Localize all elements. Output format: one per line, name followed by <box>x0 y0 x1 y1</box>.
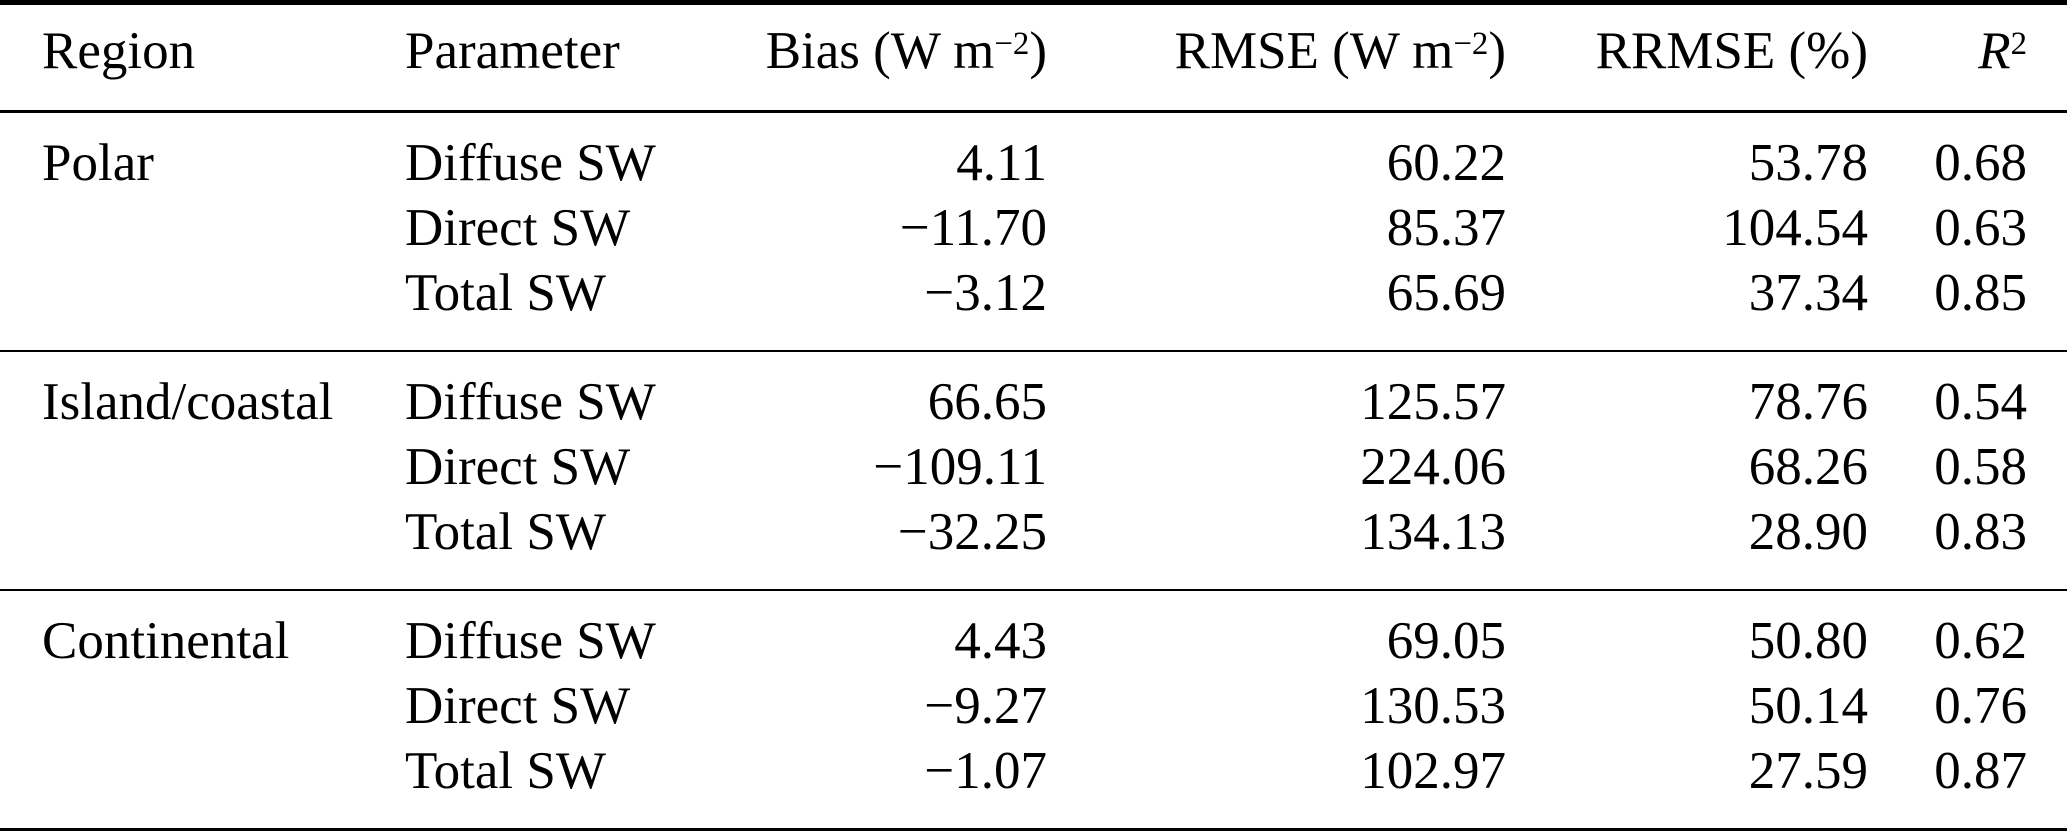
col-header-rrmse: RRMSE (%) <box>1595 22 1868 80</box>
col-header-rmse: RMSE (W m−2) <box>1174 22 1506 80</box>
cell-parameter: Direct SW <box>405 438 631 496</box>
col-header-parameter: Parameter <box>405 3 745 112</box>
table-row: Direct SW −11.70 85.37 104.54 0.63 <box>0 196 2067 261</box>
cell-region: Continental <box>42 612 290 670</box>
table-row: Total SW −3.12 65.69 37.34 0.85 <box>0 261 2067 351</box>
cell-rmse: 125.57 <box>1360 373 1506 431</box>
cell-rrmse: 27.59 <box>1748 742 1868 800</box>
bias-unit-exponent: −2 <box>994 26 1030 62</box>
cell-r-squared: 0.54 <box>1934 373 2027 431</box>
region-group-polar: Polar Diffuse SW 4.11 60.22 53.78 0.68 D… <box>0 112 2067 351</box>
cell-bias: −1.07 <box>924 742 1047 800</box>
cell-bias: −9.27 <box>924 677 1047 735</box>
cell-rmse: 134.13 <box>1360 503 1506 561</box>
cell-bias: −3.12 <box>924 264 1047 322</box>
cell-r-squared: 0.85 <box>1934 264 2027 322</box>
cell-rrmse: 37.34 <box>1748 264 1868 322</box>
cell-rrmse: 104.54 <box>1722 199 1868 257</box>
table-row: Total SW −1.07 102.97 27.59 0.87 <box>0 739 2067 831</box>
table-row: Direct SW −9.27 130.53 50.14 0.76 <box>0 674 2067 739</box>
cell-parameter: Direct SW <box>405 199 631 257</box>
cell-parameter: Diffuse SW <box>405 612 656 670</box>
col-header-r-squared: R2 <box>1978 22 2027 80</box>
cell-rmse: 60.22 <box>1386 134 1506 192</box>
cell-r-squared: 0.63 <box>1934 199 2027 257</box>
rmse-unit-exponent: −2 <box>1453 26 1489 62</box>
cell-rrmse: 53.78 <box>1748 134 1868 192</box>
cell-region: Polar <box>42 134 154 192</box>
cell-region <box>0 196 405 261</box>
cell-region <box>0 435 405 500</box>
cell-bias: −109.11 <box>873 438 1047 496</box>
cell-parameter: Total SW <box>405 742 606 800</box>
col-header-bias: Bias (W m−2) <box>765 22 1047 80</box>
cell-rmse: 85.37 <box>1386 199 1506 257</box>
table-row: Continental Diffuse SW 4.43 69.05 50.80 … <box>0 590 2067 674</box>
cell-rmse: 102.97 <box>1360 742 1506 800</box>
cell-rrmse: 28.90 <box>1748 503 1868 561</box>
table-header-row: Region Parameter Bias (W m−2) RMSE (W m−… <box>0 3 2067 112</box>
cell-r-squared: 0.58 <box>1934 438 2027 496</box>
cell-bias: 66.65 <box>927 373 1047 431</box>
table-row: Polar Diffuse SW 4.11 60.22 53.78 0.68 <box>0 112 2067 197</box>
cell-region <box>0 739 405 831</box>
table-row: Island/coastal Diffuse SW 66.65 125.57 7… <box>0 351 2067 435</box>
cell-parameter: Total SW <box>405 264 606 322</box>
cell-rrmse: 78.76 <box>1748 373 1868 431</box>
cell-r-squared: 0.76 <box>1934 677 2027 735</box>
cell-r-squared: 0.83 <box>1934 503 2027 561</box>
cell-rmse: 130.53 <box>1360 677 1506 735</box>
cell-bias: 4.11 <box>956 134 1047 192</box>
cell-rmse: 69.05 <box>1386 612 1506 670</box>
cell-rmse: 224.06 <box>1360 438 1506 496</box>
cell-region <box>0 500 405 590</box>
cell-parameter: Diffuse SW <box>405 373 656 431</box>
table-row: Direct SW −109.11 224.06 68.26 0.58 <box>0 435 2067 500</box>
cell-parameter: Direct SW <box>405 677 631 735</box>
cell-parameter: Total SW <box>405 503 606 561</box>
region-group-island-coastal: Island/coastal Diffuse SW 66.65 125.57 7… <box>0 351 2067 590</box>
cell-region: Island/coastal <box>42 373 334 431</box>
cell-bias: −32.25 <box>897 503 1047 561</box>
cell-r-squared: 0.68 <box>1934 134 2027 192</box>
col-header-parameter-label: Parameter <box>405 22 620 80</box>
cell-rrmse: 50.80 <box>1748 612 1868 670</box>
table-row: Total SW −32.25 134.13 28.90 0.83 <box>0 500 2067 590</box>
col-header-region: Region <box>0 3 405 112</box>
cell-r-squared: 0.62 <box>1934 612 2027 670</box>
col-header-region-label: Region <box>42 22 196 80</box>
cell-parameter: Diffuse SW <box>405 134 656 192</box>
cell-bias: 4.43 <box>954 612 1047 670</box>
cell-r-squared: 0.87 <box>1934 742 2027 800</box>
cell-region <box>0 674 405 739</box>
r-squared-exponent: 2 <box>2010 26 2027 62</box>
region-group-continental: Continental Diffuse SW 4.43 69.05 50.80 … <box>0 590 2067 831</box>
cell-rrmse: 50.14 <box>1748 677 1868 735</box>
cell-region <box>0 261 405 351</box>
cell-rrmse: 68.26 <box>1748 438 1868 496</box>
cell-rmse: 65.69 <box>1386 264 1506 322</box>
cell-bias: −11.70 <box>899 199 1047 257</box>
